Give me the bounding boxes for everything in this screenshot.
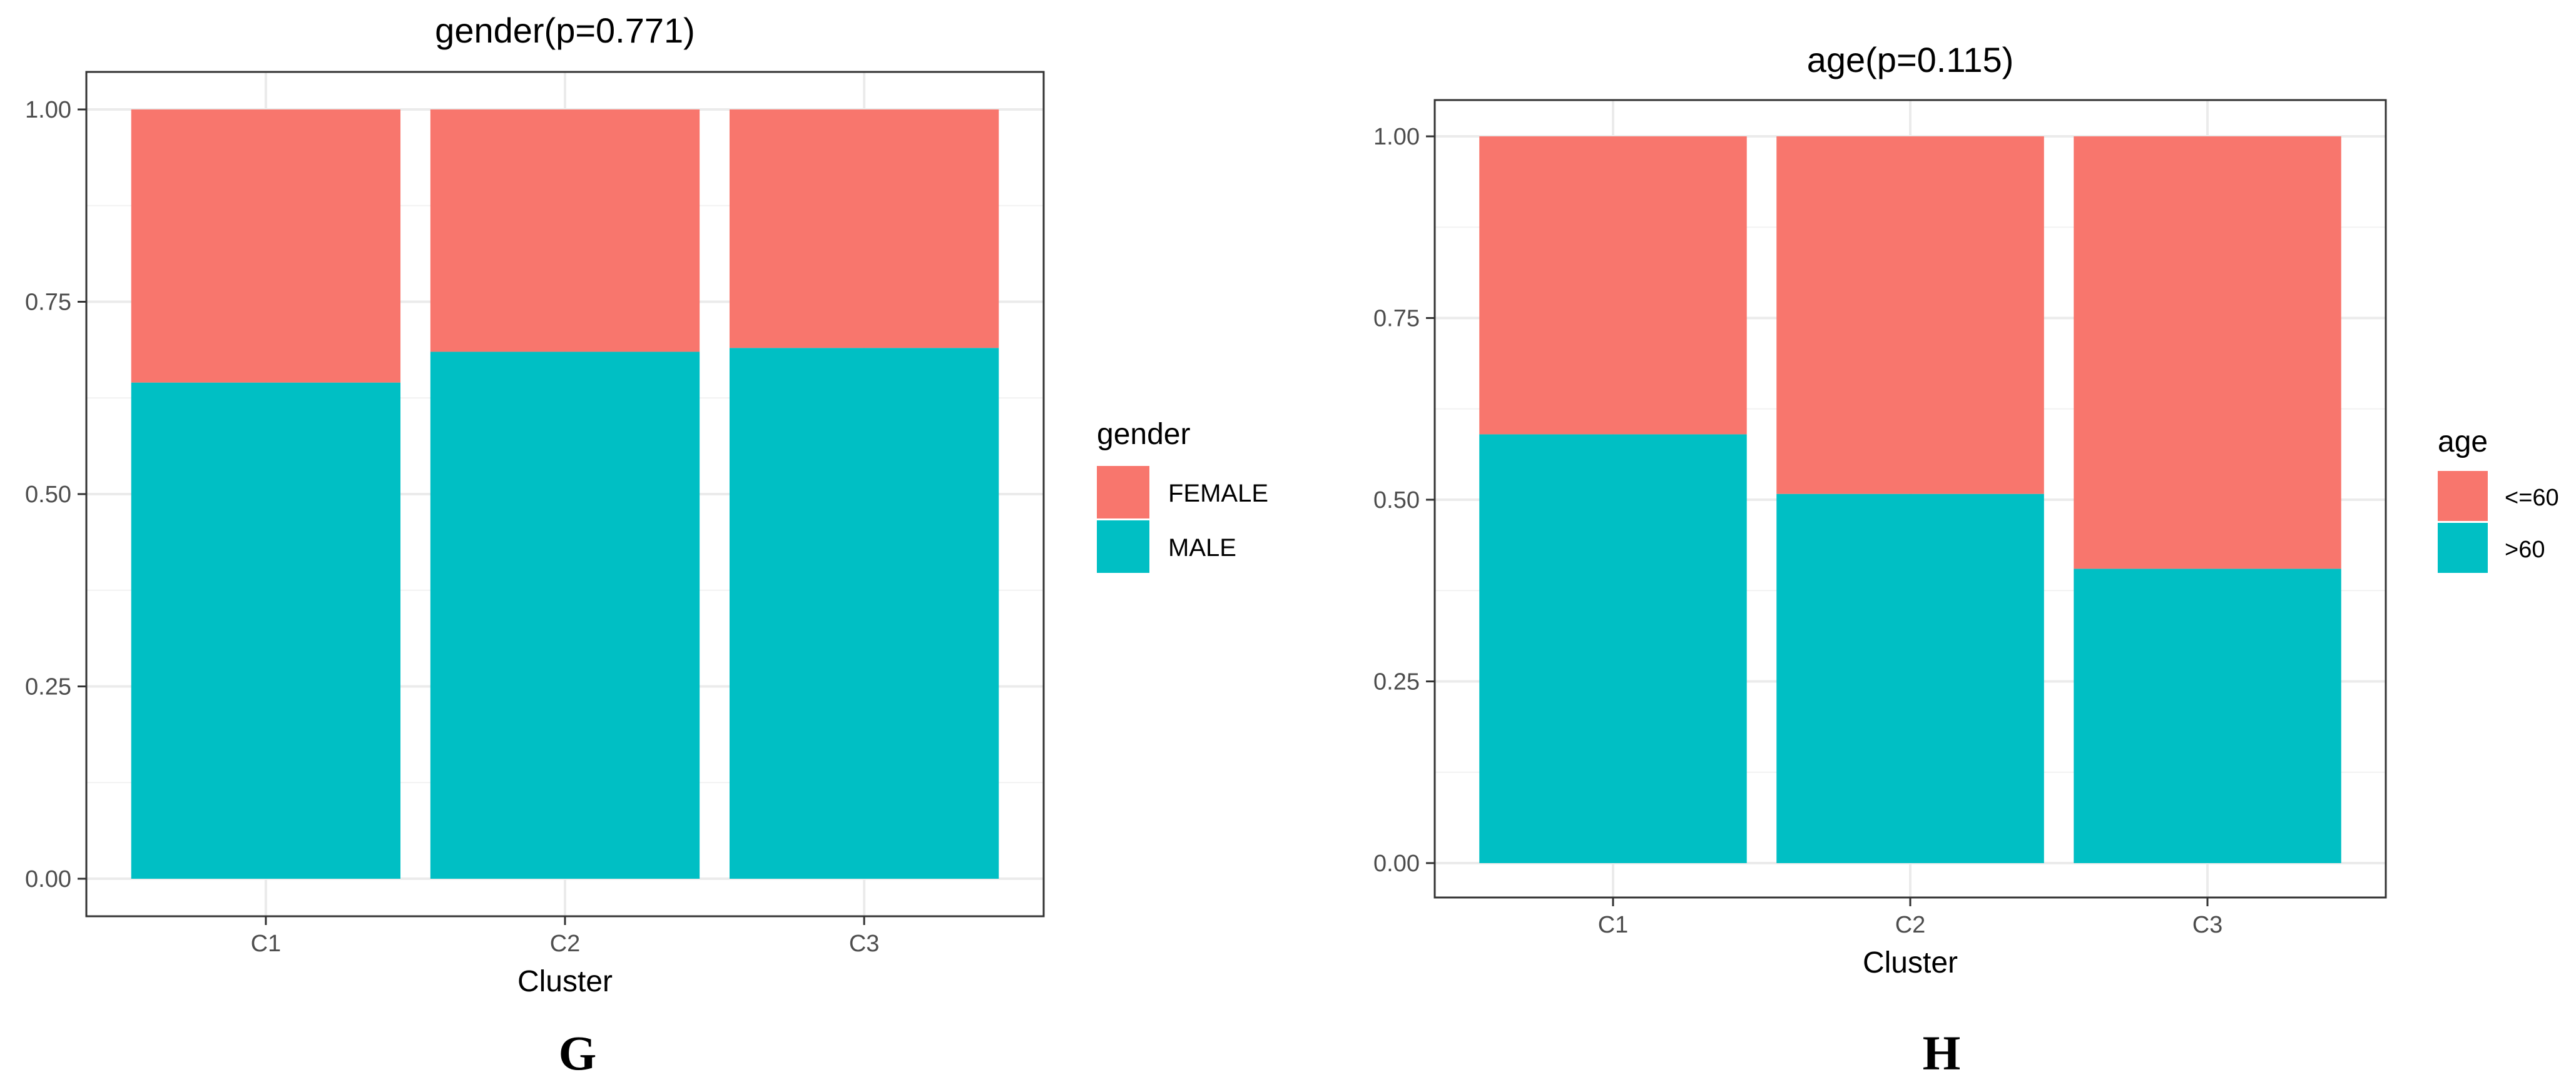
y-tick-label: 0.00 [1373,851,1420,877]
bar-c3-60 [2074,569,2341,863]
bar-c3-female [729,109,999,348]
bar-c2-60 [1776,493,2044,863]
y-axis-ticks: 0.00 0.25 0.50 0.75 1.00 [1373,124,1435,877]
age-chart: 0.00 0.25 0.50 0.75 1.00 C1 C2 C3 age(p=0.115)… [1373,40,2559,1080]
bars [1479,136,2341,863]
legend-key-gt60 [2438,523,2488,573]
bar-c1-female [131,109,401,383]
bar-c3-60 [2074,136,2341,569]
legend-label-male: MALE [1168,534,1236,562]
legend-key-le60 [2438,471,2488,521]
panel-label: H [1923,1026,1961,1080]
legend-key-female [1097,466,1149,518]
x-axis-ticks: C1 C2 C3 [1598,897,2223,938]
y-tick-label: 0.25 [25,674,71,700]
legend-title: age [2438,425,2488,458]
legend-label-gt60: >60 [2505,537,2545,563]
x-tick-label: C1 [1598,912,1629,938]
legend-label-female: FEMALE [1168,480,1268,507]
bar-c1-60 [1479,136,1747,435]
x-tick-label: C2 [550,931,581,957]
y-axis-ticks: 0.00 0.25 0.50 0.75 1.00 [25,97,86,892]
y-tick-label: 0.75 [1373,306,1420,332]
x-axis-ticks: C1 C2 C3 [251,916,880,957]
bar-c1-male [131,382,401,879]
bars [131,109,999,879]
y-tick-label: 0.50 [1373,487,1420,513]
bar-c1-60 [1479,434,1747,863]
x-tick-label: C1 [251,931,282,957]
panel-label: G [559,1026,597,1080]
y-tick-label: 1.00 [1373,124,1420,150]
x-tick-label: C3 [849,931,880,957]
bar-c2-60 [1776,136,2044,494]
y-tick-label: 0.75 [25,290,71,316]
legend-key-male [1097,520,1149,573]
legend: age <=60 >60 [2438,425,2559,573]
y-tick-label: 0.25 [1373,669,1420,695]
bar-c2-male [430,351,700,879]
x-axis-label: Cluster [517,965,613,998]
y-tick-label: 1.00 [25,97,71,123]
bar-c3-male [729,348,999,879]
y-tick-label: 0.00 [25,866,71,892]
x-axis-label: Cluster [1863,946,1958,979]
chart-title: gender(p=0.771) [435,11,695,50]
legend-label-le60: <=60 [2505,485,2559,511]
bar-c2-female [430,109,700,352]
gender-chart: 0.00 0.25 0.50 0.75 1.00 C1 C2 C3 gender(p=0.7… [25,11,1268,1080]
chart-title: age(p=0.115) [1807,40,2014,79]
x-tick-label: C3 [2192,912,2223,938]
legend: gender FEMALE MALE [1097,418,1268,573]
legend-title: gender [1097,418,1190,451]
y-tick-label: 0.50 [25,482,71,508]
x-tick-label: C2 [1895,912,1926,938]
